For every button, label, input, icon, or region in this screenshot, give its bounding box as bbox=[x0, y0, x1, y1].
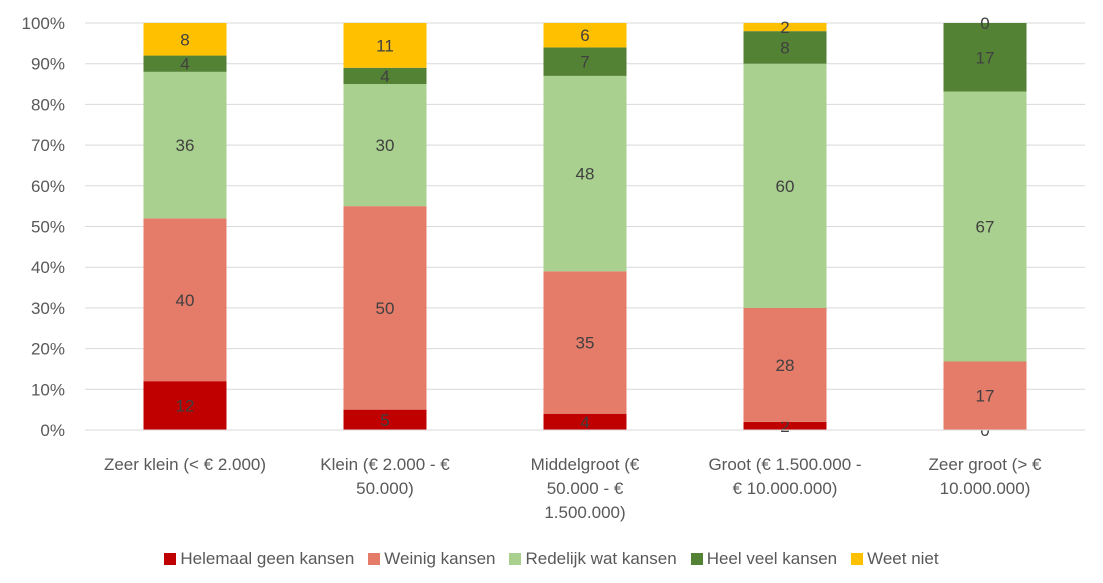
legend-label: Weet niet bbox=[867, 549, 939, 568]
bar-segment bbox=[343, 67, 427, 85]
legend-swatch bbox=[851, 553, 864, 565]
data-label: 67 bbox=[976, 218, 995, 237]
legend-item: Weinig kansen bbox=[368, 549, 495, 569]
bar-segment bbox=[343, 23, 427, 68]
y-tick-label: 70% bbox=[31, 136, 65, 155]
legend-label: Weinig kansen bbox=[384, 549, 496, 568]
data-label: 36 bbox=[176, 136, 195, 155]
y-tick-label: 30% bbox=[31, 299, 65, 318]
bar-segment bbox=[543, 23, 627, 48]
data-label: 40 bbox=[176, 291, 195, 310]
bar-segment bbox=[743, 307, 827, 422]
bar-segment bbox=[143, 23, 227, 56]
legend-item: Weet niet bbox=[851, 549, 939, 569]
legend: Helemaal geen kansen Weinig kansen Redelij… bbox=[0, 549, 1103, 569]
bar-segment bbox=[943, 361, 1027, 430]
y-tick-label: 10% bbox=[31, 380, 65, 399]
y-tick-label: 60% bbox=[31, 177, 65, 196]
bar-segment bbox=[543, 413, 627, 430]
legend-item: Redelijk wat kansen bbox=[509, 549, 677, 569]
data-label: 17 bbox=[976, 48, 995, 67]
legend-swatch bbox=[509, 553, 522, 565]
data-label: 28 bbox=[776, 356, 795, 375]
y-tick-label: 0% bbox=[40, 421, 65, 440]
legend-item: Helemaal geen kansen bbox=[164, 549, 354, 569]
bar-segment bbox=[343, 409, 427, 430]
bar-segment bbox=[943, 23, 1027, 92]
bar-segment bbox=[743, 23, 827, 32]
data-label: 11 bbox=[376, 36, 394, 55]
legend-label: Helemaal geen kansen bbox=[180, 549, 355, 568]
bar-segment bbox=[143, 218, 227, 382]
x-tick-label: Zeer klein (< € 2.000) bbox=[104, 455, 266, 474]
y-tick-label: 90% bbox=[31, 55, 65, 74]
data-label: 2 bbox=[780, 417, 789, 436]
data-label: 0 bbox=[980, 14, 989, 33]
data-label: 4 bbox=[580, 413, 589, 432]
bar-segment bbox=[143, 55, 227, 72]
y-tick-label: 20% bbox=[31, 340, 65, 359]
legend-swatch bbox=[164, 553, 177, 565]
legend-item: Heel veel kansen bbox=[690, 549, 838, 569]
data-label: 5 bbox=[380, 411, 389, 430]
data-label: 12 bbox=[176, 397, 195, 416]
x-tick-label: Middelgroot (€ 50.000 - €1.500.000) bbox=[531, 455, 640, 522]
data-label: 8 bbox=[180, 30, 189, 49]
y-tick-label: 80% bbox=[31, 95, 65, 114]
y-tick-label: 50% bbox=[31, 218, 65, 237]
y-tick-label: 40% bbox=[31, 258, 65, 277]
data-label: 60 bbox=[776, 177, 795, 196]
data-label: 17 bbox=[976, 387, 995, 406]
data-label: 30 bbox=[376, 136, 395, 155]
x-axis: Zeer klein (< € 2.000) Klein (€ 2.000 - €… bbox=[85, 429, 1085, 522]
data-label: 6 bbox=[580, 26, 589, 45]
y-tick-label: 100% bbox=[22, 14, 65, 33]
y-axis: 0% 10% 20% 30% 40% 50% 60% 70% 80% 90% 100% bbox=[22, 14, 65, 440]
bar-segment bbox=[143, 71, 227, 219]
bar-segment bbox=[543, 47, 627, 76]
legend-swatch bbox=[368, 553, 381, 565]
bar-segment bbox=[543, 75, 627, 272]
stacked-bar-chart: 0%10%20%30%40%50%60%70%80%90%100% 124036… bbox=[22, 14, 1085, 522]
legend-label: Heel veel kansen bbox=[706, 549, 838, 568]
data-label: 50 bbox=[376, 299, 395, 318]
bar-segment bbox=[143, 381, 227, 430]
data-label: 4 bbox=[380, 67, 389, 86]
bar-segment bbox=[943, 91, 1027, 362]
bars: 12403648550304114354876228608201767170 bbox=[143, 14, 1027, 440]
bar-segment bbox=[743, 63, 827, 308]
bar-segment bbox=[343, 206, 427, 410]
bar-segment bbox=[743, 421, 827, 430]
data-label: 4 bbox=[180, 55, 189, 74]
legend-swatch bbox=[690, 553, 703, 565]
x-tick-label: Zeer groot (> €10.000.000) bbox=[929, 455, 1042, 498]
data-label: 7 bbox=[580, 53, 589, 72]
x-tick-label: Klein (€ 2.000 - €50.000) bbox=[320, 455, 450, 498]
data-label: 2 bbox=[780, 18, 789, 37]
bar-segment bbox=[343, 84, 427, 207]
legend-label: Redelijk wat kansen bbox=[525, 549, 677, 568]
data-label: 8 bbox=[780, 38, 789, 57]
x-tick-label: Groot (€ 1.500.000 -€ 10.000.000) bbox=[708, 455, 861, 498]
data-label: 35 bbox=[576, 333, 595, 352]
bar-segment bbox=[543, 271, 627, 414]
data-label: 48 bbox=[576, 165, 595, 184]
bar-segment bbox=[743, 31, 827, 64]
